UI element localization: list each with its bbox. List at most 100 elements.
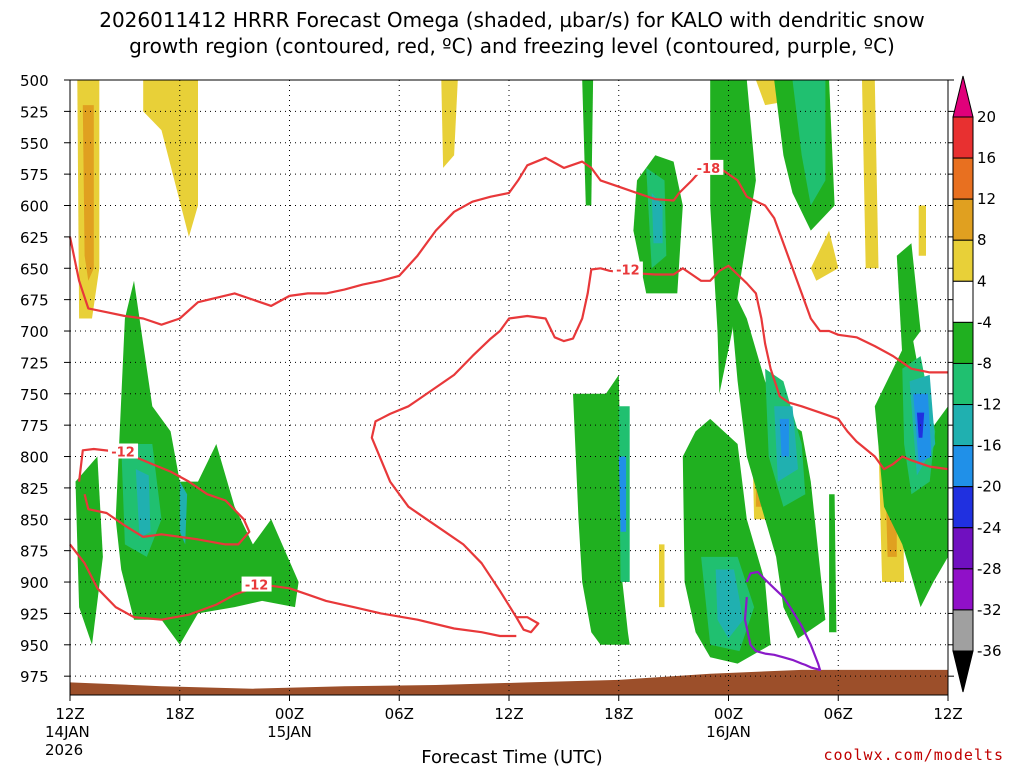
colorbar-band-11 xyxy=(952,568,974,611)
colorbar-label-2: 12 xyxy=(977,190,996,208)
y-tick-label-725: 725 xyxy=(20,354,49,372)
omega-region-33 xyxy=(179,481,188,545)
y-tick-label-900: 900 xyxy=(20,574,49,592)
colorbar-label-4: 4 xyxy=(977,272,987,290)
dendritic-contour-label-3: -12 xyxy=(245,579,269,594)
colorbar-label-12: -32 xyxy=(977,601,1002,619)
omega-region-18 xyxy=(582,80,594,206)
y-tick-label-875: 875 xyxy=(20,543,49,561)
x-tick-label-7: 06Z xyxy=(824,705,853,723)
contour-label-bg-1 xyxy=(612,261,643,277)
terrain-fill xyxy=(70,669,948,695)
colorbar-label-9: -20 xyxy=(977,478,1002,496)
dendritic-contour-label-1: -12 xyxy=(616,264,640,279)
chart-title-line2: growth region (contoured, red, ºC) and f… xyxy=(129,34,895,58)
omega-region-7 xyxy=(918,205,926,256)
colorbar-band-10 xyxy=(952,527,974,570)
omega-region-39 xyxy=(779,418,789,457)
colorbar-band-5 xyxy=(952,321,974,364)
x-tick-label-1: 18Z xyxy=(165,705,194,723)
omega-region-13 xyxy=(75,456,103,645)
omega-region-14 xyxy=(115,280,299,645)
colorbar-band-6 xyxy=(952,362,974,406)
y-tick-label-700: 700 xyxy=(20,323,49,341)
y-tick-label-675: 675 xyxy=(20,292,49,310)
x-tick-label-6: 00Z xyxy=(714,705,743,723)
contour-label-bg-2 xyxy=(108,443,139,459)
y-tick-label-850: 850 xyxy=(20,511,49,529)
colorbar-band-3 xyxy=(952,239,974,282)
colorbar-label-0: 20 xyxy=(977,108,996,126)
omega-region-24 xyxy=(896,243,921,357)
colorbar: 20 16 12 8 4 -4 -8 -12 -16 -20 -24 -28 -32 -36 xyxy=(952,75,1002,693)
omega-region-3 xyxy=(441,80,458,168)
credit-text: coolwx.com/modelts xyxy=(823,746,1004,764)
freezing-level-contour-0 xyxy=(743,570,822,672)
colorbar-label-5: -4 xyxy=(977,313,992,331)
colorbar-label-1: 16 xyxy=(977,149,996,167)
colorbar-label-11: -28 xyxy=(977,560,1002,578)
y-tick-label-500: 500 xyxy=(20,72,49,90)
dendritic-contour-label-0: -18 xyxy=(697,162,721,177)
dendritic-contour-label-2: -12 xyxy=(111,446,135,461)
contour-label-bg-3 xyxy=(241,576,272,592)
colorbar-band-12 xyxy=(952,609,974,652)
omega-region-19 xyxy=(710,80,756,394)
y-tick-label-825: 825 xyxy=(20,480,49,498)
dendritic-contour-0 xyxy=(68,156,948,374)
colorbar-band-8 xyxy=(952,445,974,488)
x-year-label-0: 2026 xyxy=(45,741,83,759)
colorbar-label-13: -36 xyxy=(977,642,1002,660)
x-tick-label-5: 18Z xyxy=(604,705,633,723)
y-tick-label-750: 750 xyxy=(20,386,49,404)
omega-region-34 xyxy=(651,193,663,244)
colorbar-band-1 xyxy=(952,157,974,200)
omega-region-12 xyxy=(659,544,665,608)
axes: 500 525 550 575 600 625 650 675 700 725 750 775 800 8… xyxy=(20,72,963,759)
contours: -18 -12 -12 -12 xyxy=(68,156,949,672)
omega-region-32 xyxy=(135,469,151,539)
colorbar-label-7: -12 xyxy=(977,396,1002,414)
colorbar-label-10: -24 xyxy=(977,519,1002,537)
x-tick-label-4: 12Z xyxy=(494,705,523,723)
omega-region-22 xyxy=(829,494,837,633)
omega-region-38 xyxy=(618,456,627,532)
y-tick-label-550: 550 xyxy=(20,135,49,153)
y-tick-label-625: 625 xyxy=(20,229,49,247)
omega-shading xyxy=(75,80,948,664)
colorbar-bottom-arrow xyxy=(952,650,974,693)
x-tick-label-0: 12Z xyxy=(55,705,84,723)
colorbar-top-arrow xyxy=(952,75,974,118)
x-date-label-2: 15JAN xyxy=(267,723,312,741)
colorbar-band-4 xyxy=(952,280,974,323)
omega-region-35 xyxy=(715,569,744,639)
x-tick-label-2: 00Z xyxy=(275,705,304,723)
omega-region-15 xyxy=(573,374,630,645)
x-date-label-6: 16JAN xyxy=(706,723,751,741)
colorbar-band-2 xyxy=(952,198,974,241)
x-tick-label-3: 06Z xyxy=(385,705,414,723)
dendritic-contour-1 xyxy=(370,264,949,634)
colorbar-label-6: -8 xyxy=(977,354,992,372)
y-tick-label-800: 800 xyxy=(20,449,49,467)
y-tick-label-525: 525 xyxy=(20,103,49,121)
colorbar-label-8: -16 xyxy=(977,437,1002,455)
y-tick-label-775: 775 xyxy=(20,417,49,435)
chart-title-line1: 2026011412 HRRR Forecast Omega (shaded, … xyxy=(99,8,925,32)
x-axis-label: Forecast Time (UTC) xyxy=(421,747,603,768)
colorbar-label-3: 8 xyxy=(977,231,987,249)
y-tick-label-925: 925 xyxy=(20,605,49,623)
terrain-surface xyxy=(70,669,948,695)
y-tick-label-950: 950 xyxy=(20,637,49,655)
omega-region-2 xyxy=(143,80,198,237)
y-tick-label-600: 600 xyxy=(20,198,49,216)
omega-region-5 xyxy=(810,230,839,281)
y-tick-label-575: 575 xyxy=(20,166,49,184)
colorbar-band-0 xyxy=(952,116,974,159)
y-tick-label-975: 975 xyxy=(20,668,49,686)
x-tick-label-8: 12Z xyxy=(933,705,962,723)
colorbar-band-7 xyxy=(952,404,974,447)
contour-label-bg-0 xyxy=(693,159,724,175)
x-date-label-0: 14JAN xyxy=(45,723,90,741)
